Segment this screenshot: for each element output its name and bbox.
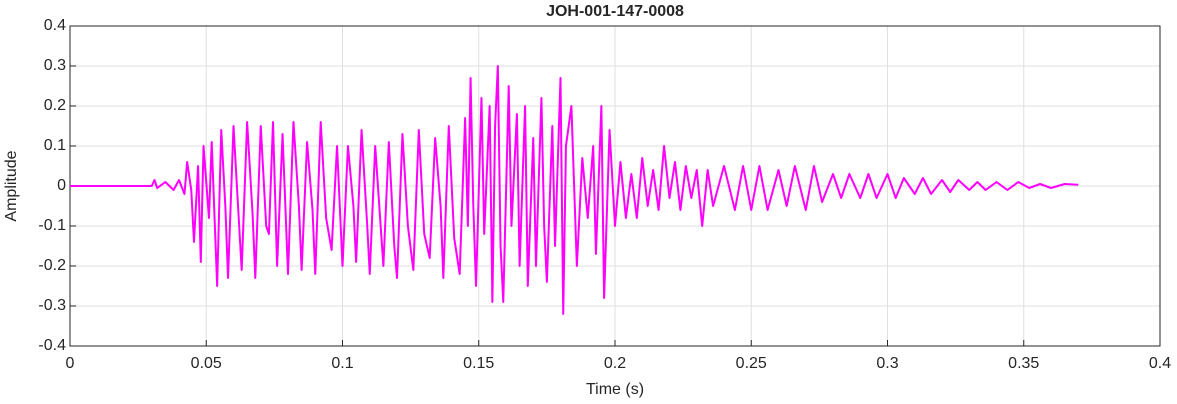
y-tick-label: -0.3 [38,297,66,314]
y-tick-label: -0.4 [38,337,66,354]
x-tick-label: 0.2 [604,355,626,372]
x-tick-label: 0.35 [1008,355,1039,372]
y-tick-label: 0.4 [44,17,66,34]
y-tick-label: 0.2 [44,97,66,114]
waveform [70,65,1079,315]
y-tick-label: -0.1 [38,217,66,234]
y-axis-label: Amplitude [3,150,20,221]
chart-title: JOH-001-147-0008 [546,3,684,20]
x-tick-label: 0.3 [876,355,898,372]
x-tick-label: 0.15 [463,355,494,372]
y-tick-label: 0.1 [44,137,66,154]
x-tick-label: 0.05 [191,355,222,372]
x-tick-label: 0 [66,355,75,372]
x-tick-label: 0.4 [1149,355,1171,372]
x-tick-label: 0.25 [736,355,767,372]
y-tick-label: -0.2 [38,257,66,274]
x-axis-label: Time (s) [586,381,644,398]
x-tick-label: 0.1 [331,355,353,372]
y-tick-label: 0.3 [44,57,66,74]
y-tick-label: 0 [57,177,66,194]
